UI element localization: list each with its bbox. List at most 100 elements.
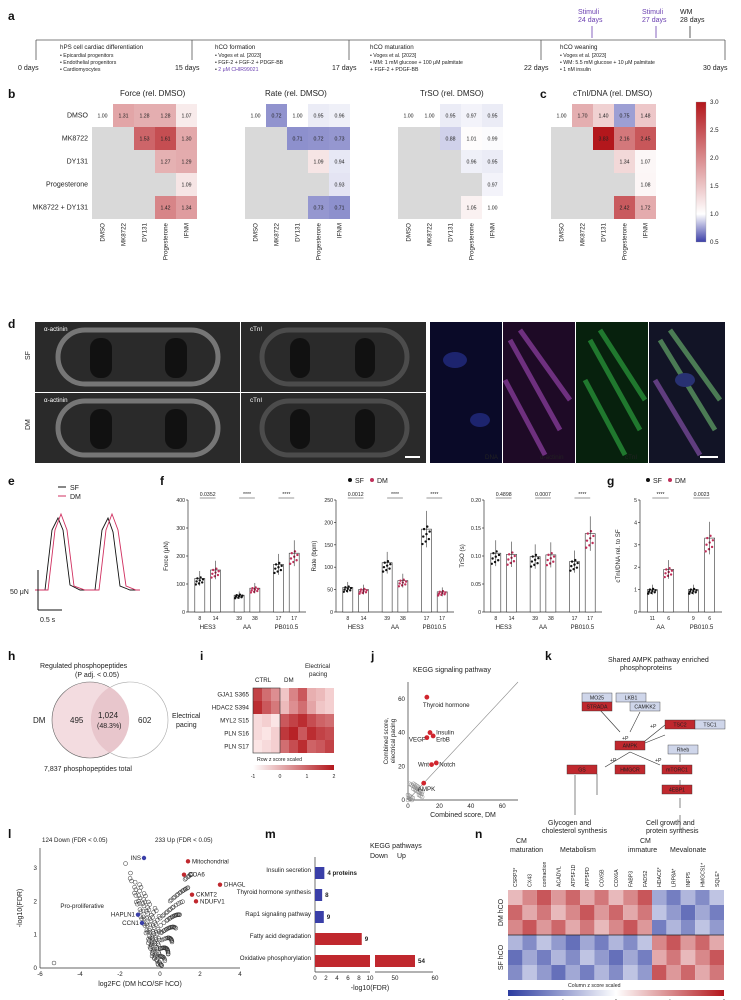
data-point — [157, 961, 163, 966]
heatmap-value: 0.94 — [334, 160, 344, 166]
colorbar-tick: 0 — [279, 774, 282, 780]
heatmap-cell — [398, 150, 419, 173]
heatmap-cell — [440, 196, 461, 219]
data-point — [196, 577, 199, 580]
day-label-0: 0 days — [18, 65, 39, 72]
heatmap-cell — [271, 688, 280, 701]
n-label: 14 — [509, 616, 515, 622]
heatmap-col-label: MK8722 — [427, 222, 434, 246]
n-label: 8 — [494, 616, 497, 622]
heatmap-cell — [551, 965, 566, 980]
data-point — [133, 887, 139, 892]
stage-3-title: hCO maturation — [370, 44, 414, 51]
data-point — [552, 555, 556, 558]
data-point — [688, 590, 692, 593]
heatmap-cell — [134, 173, 155, 196]
group-label: AA — [539, 624, 548, 631]
pathway-label: Insulin secretion — [266, 867, 311, 874]
n-label: 11 — [650, 616, 655, 622]
heatmap-cell — [593, 173, 614, 196]
pathway-node — [629, 701, 661, 712]
data-point — [359, 588, 363, 591]
n-label: 17 — [424, 616, 430, 622]
data-point — [156, 951, 162, 957]
data-point — [171, 904, 176, 910]
pathway-label: Rap1 signaling pathway — [245, 911, 312, 918]
data-point — [670, 569, 674, 572]
heatmap-cell — [262, 740, 271, 753]
data-point — [165, 949, 171, 955]
data-point — [274, 567, 277, 570]
data-point — [421, 542, 424, 546]
data-point — [160, 945, 165, 951]
heatmap-cell — [652, 920, 667, 935]
pathway-node-label: TSC2 — [673, 723, 686, 729]
data-point — [133, 893, 139, 898]
heatmap-col-label: MK8722 — [274, 222, 281, 246]
heatmap-cell — [594, 905, 609, 920]
panel-label-e: e — [8, 474, 15, 488]
y-axis-label: Combined score, — [383, 717, 390, 764]
pathway-out-right: Cell growth and protein synthesis — [646, 820, 699, 835]
heatmap-col-label: MK8722 — [121, 222, 128, 246]
row-label-sf-hco: SF hCO — [498, 944, 505, 970]
data-point — [170, 924, 175, 930]
data-point — [174, 912, 179, 918]
heatmap-cell — [298, 727, 307, 740]
heatmap-cell — [245, 127, 266, 150]
heatmap-cell — [113, 104, 134, 127]
pathway-node-label: mTORC1 — [666, 768, 688, 774]
x-tick-label: 4 — [335, 975, 339, 982]
tissue-shapes — [55, 327, 410, 458]
scale-y-label: 50 μN — [10, 589, 29, 596]
data-point — [154, 908, 159, 913]
heatmap-value: 3.83 — [598, 137, 608, 143]
data-point — [148, 946, 153, 951]
panel-label-b: b — [8, 87, 15, 101]
data-point — [490, 562, 493, 565]
pathway-node — [661, 764, 693, 775]
row-label-dm: DM — [25, 419, 32, 430]
n-label: 14 — [213, 616, 219, 622]
heatmap-cell — [551, 905, 566, 920]
up-gene-label: CKMT2 — [196, 892, 218, 899]
sf-actinin-label: α-actinin — [44, 326, 68, 333]
data-point — [162, 958, 168, 963]
stage-1-line-2: • Endothelial progenitors — [60, 60, 117, 66]
heatmap-cell — [113, 173, 134, 196]
data-point — [422, 535, 425, 538]
data-point — [158, 954, 163, 959]
heatmap-value: 0.95 — [445, 114, 455, 120]
data-point — [138, 885, 144, 890]
highlighted-down-point — [141, 855, 147, 861]
heatmap-col-label: MK8722 — [580, 222, 587, 246]
heatmap-cell — [709, 935, 724, 950]
heatmap-cell — [307, 727, 316, 740]
data-point — [150, 941, 155, 946]
highlighted-point — [424, 735, 430, 741]
heatmap-cell — [419, 196, 440, 219]
data-point — [398, 582, 401, 585]
y-tick-label: 0.05 — [471, 582, 481, 588]
data-point — [570, 564, 573, 568]
colorbar — [253, 765, 334, 770]
heatmap-row-label: MK8722 + DY131 — [33, 205, 89, 212]
heatmap-cell — [635, 196, 656, 219]
heatmap-cell — [623, 950, 638, 965]
data-point — [438, 590, 441, 594]
data-point — [168, 906, 173, 912]
heatmap-cell — [419, 127, 440, 150]
highlighted-up-point — [181, 872, 187, 877]
heatmap-cell — [536, 950, 552, 965]
heatmap-cell — [580, 950, 595, 965]
heatmap-col-label: DMSO — [559, 223, 566, 242]
heatmap-cell — [522, 935, 537, 950]
heatmap-cell — [419, 173, 440, 196]
heatmap-value: 1.53 — [139, 137, 149, 143]
heatmap-cell — [666, 950, 681, 965]
heatmap-cell — [287, 104, 308, 127]
heatmap-cell — [551, 935, 566, 950]
highlighted-up-point — [193, 899, 199, 904]
data-point — [530, 560, 534, 563]
